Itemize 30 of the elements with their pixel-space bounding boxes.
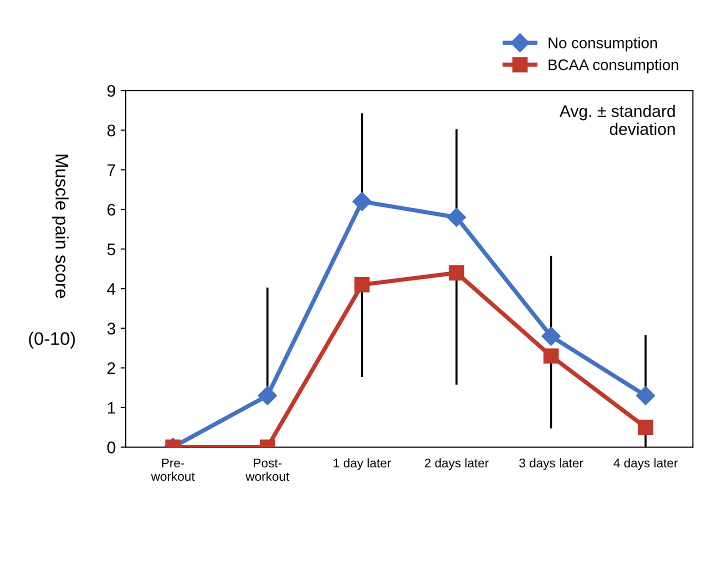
point bbox=[446, 208, 466, 227]
y-tick-label: 6 bbox=[108, 204, 116, 216]
y-tick-label: 8 bbox=[107, 124, 116, 136]
annotation: Avg. ± standard deviation bbox=[560, 104, 675, 136]
y-tick-label: 7 bbox=[108, 164, 116, 176]
y-tick-label: 9 bbox=[107, 84, 116, 97]
legend-label: BCAA consumption bbox=[548, 59, 678, 74]
point bbox=[636, 386, 656, 406]
point bbox=[638, 420, 654, 435]
x-tick-label: 2 days later bbox=[424, 458, 489, 470]
y-tick-label: 0 bbox=[107, 442, 116, 454]
y-tick-label: 5 bbox=[107, 244, 116, 256]
y-axis-title: Muscle pain score bbox=[52, 154, 69, 298]
x-tick-label: 1 day later bbox=[334, 458, 391, 470]
x-tick-label: 4 days later bbox=[614, 458, 678, 470]
y-tick-label: 1 bbox=[108, 402, 116, 414]
y-tick-label: 2 bbox=[108, 362, 116, 374]
legend-label: No consumption bbox=[548, 37, 657, 52]
point bbox=[354, 277, 370, 292]
x-tick-label: Post- workout bbox=[246, 458, 290, 481]
x-tick-label: Pre- workout bbox=[151, 458, 195, 481]
point bbox=[543, 348, 559, 364]
y-tick-label: 4 bbox=[107, 283, 116, 295]
point bbox=[352, 192, 372, 212]
text: (0-10) bbox=[28, 332, 75, 349]
point bbox=[258, 386, 277, 406]
y-tick-label: 3 bbox=[107, 322, 116, 334]
point bbox=[542, 326, 561, 346]
x-tick-label: 3 days later bbox=[519, 458, 584, 470]
point bbox=[448, 265, 464, 280]
